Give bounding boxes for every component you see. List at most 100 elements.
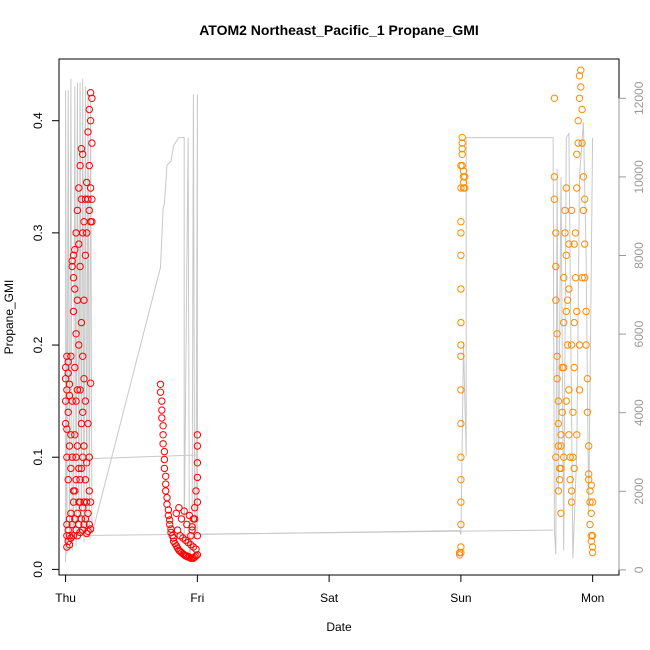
data-point — [80, 375, 88, 383]
data-point — [457, 386, 465, 394]
data-point — [566, 476, 574, 484]
data-point — [71, 431, 79, 439]
data-point — [457, 453, 465, 461]
data-point — [571, 274, 580, 282]
data-point — [552, 262, 560, 271]
data-point — [554, 419, 563, 428]
data-point — [567, 206, 576, 215]
data-point — [579, 206, 588, 215]
data-point — [585, 470, 593, 478]
right-axis: 0 2000 4000 6000 8000 10000 12000 — [618, 81, 646, 573]
data-point — [552, 229, 560, 237]
data-point — [64, 408, 72, 416]
data-point — [569, 408, 577, 416]
data-point — [577, 66, 585, 74]
data-point — [586, 487, 594, 495]
data-point — [67, 431, 75, 439]
data-point — [81, 397, 90, 405]
data-point — [562, 251, 570, 260]
data-point — [75, 464, 83, 473]
y-tick-label: 0.3 — [31, 224, 45, 241]
data-point — [85, 206, 94, 215]
data-point — [69, 307, 78, 316]
data-point — [63, 425, 71, 433]
data-point — [69, 251, 78, 260]
data-point — [577, 83, 585, 91]
data-point — [85, 161, 94, 170]
data-point — [570, 363, 578, 372]
data-point — [72, 453, 80, 461]
data-point — [84, 509, 92, 517]
data-point — [73, 442, 82, 450]
data-point — [68, 262, 76, 271]
data-point — [160, 464, 169, 473]
data-point — [588, 498, 597, 506]
data-point — [575, 341, 584, 349]
data-point — [581, 240, 589, 248]
data-point — [88, 94, 96, 103]
right-tick-label: 12000 — [632, 81, 646, 115]
data-point — [458, 145, 466, 153]
data-point — [553, 330, 561, 338]
data-point — [458, 139, 466, 147]
data-point — [553, 352, 561, 360]
data-point — [86, 525, 95, 533]
data-point — [65, 442, 74, 450]
right-tick-label: 8000 — [632, 242, 646, 269]
data-point — [457, 341, 465, 349]
data-point — [192, 545, 200, 553]
data-point — [83, 178, 91, 187]
data-point — [68, 397, 76, 405]
data-point — [588, 543, 597, 551]
data-point — [75, 498, 83, 506]
data-point — [88, 218, 96, 226]
data-point — [67, 534, 75, 542]
data-point — [159, 431, 167, 439]
data-point — [565, 386, 573, 394]
data-point — [570, 464, 578, 473]
data-point — [193, 459, 202, 467]
data-point — [163, 500, 171, 508]
data-point — [191, 504, 199, 512]
data-point — [77, 318, 86, 327]
data-point — [457, 318, 465, 327]
data-point — [86, 89, 95, 97]
series-line — [65, 78, 594, 562]
data-point — [65, 541, 74, 549]
data-point — [583, 375, 592, 383]
data-point — [71, 363, 79, 372]
data-point — [188, 523, 196, 531]
data-point — [85, 520, 94, 529]
data-point — [581, 195, 589, 203]
series-line-segment — [65, 454, 198, 460]
data-point — [556, 476, 564, 484]
data-point — [586, 498, 594, 506]
data-point — [582, 341, 590, 349]
chart-title: ATOM2 Northeast_Pacific_1 Propane_GMI — [199, 22, 479, 38]
data-point — [72, 397, 80, 405]
data-point — [193, 473, 202, 482]
data-point — [180, 507, 188, 515]
y-tick-label: 0.0 — [31, 561, 45, 578]
data-point — [189, 515, 198, 523]
data-point — [73, 206, 82, 215]
data-point — [79, 504, 87, 512]
data-point — [79, 229, 87, 237]
data-point — [64, 476, 72, 484]
data-point — [68, 453, 76, 461]
data-point — [557, 464, 565, 473]
data-point — [84, 527, 92, 535]
data-point — [573, 307, 581, 316]
data-point — [88, 195, 96, 203]
data-point — [550, 195, 559, 203]
data-point — [583, 408, 592, 416]
right-tick-label: 2000 — [632, 478, 646, 505]
data-point — [457, 352, 465, 360]
plot-frame — [58, 58, 620, 576]
data-point — [72, 330, 80, 338]
data-point — [554, 397, 563, 405]
data-point — [458, 161, 466, 170]
data-point — [164, 511, 173, 520]
data-point — [80, 442, 88, 450]
